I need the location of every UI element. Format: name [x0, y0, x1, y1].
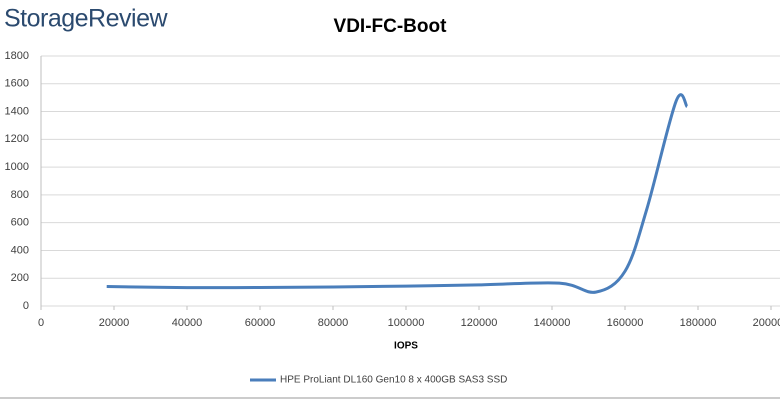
y-tick-label: 800 — [11, 189, 29, 201]
y-tick-label: 600 — [11, 217, 29, 229]
y-tick-label: 0 — [23, 300, 29, 312]
x-tick-label: 140000 — [534, 317, 571, 329]
y-tick-label: 1200 — [5, 133, 29, 145]
y-tick-label: 400 — [11, 244, 29, 256]
x-tick-label: 100000 — [388, 317, 425, 329]
brand: StorageReview — [4, 5, 168, 33]
x-tick-label: 0 — [38, 317, 44, 329]
y-tick-label: 1600 — [5, 78, 29, 90]
x-tick-label: 60000 — [245, 317, 276, 329]
y-tick-label: 1800 — [5, 50, 29, 62]
x-tick-label: 180000 — [680, 317, 717, 329]
x-tick-label: 160000 — [607, 317, 644, 329]
x-tick-label: 200000 — [753, 317, 780, 329]
series-line — [106, 93, 689, 294]
y-tick-label: 200 — [11, 272, 29, 284]
y-tick-label: 1000 — [5, 161, 29, 173]
chart-title: VDI-FC-Boot — [334, 16, 448, 37]
x-tick-label: 20000 — [99, 317, 130, 329]
x-tick-label: 40000 — [172, 317, 203, 329]
y-tick-label: 1400 — [5, 105, 29, 117]
x-tick-label: 80000 — [318, 317, 349, 329]
x-axis-label: IOPS — [394, 341, 418, 352]
legend-label: HPE ProLiant DL160 Gen10 8 x 400GB SAS3 … — [280, 375, 507, 386]
x-tick-label: 120000 — [461, 317, 498, 329]
